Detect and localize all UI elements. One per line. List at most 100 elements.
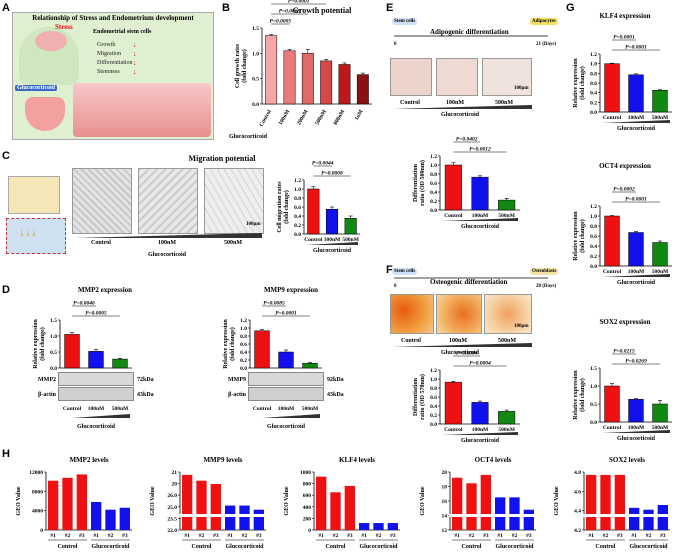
h3-category-label: #1 <box>497 533 503 539</box>
dmmp2-pvalue: P=0.0005 <box>85 311 107 317</box>
f-category-label: 100nM <box>472 427 489 433</box>
dmmp9-band-label: MMP9 <box>228 377 246 383</box>
h3-group-control: Control <box>462 544 482 550</box>
gsox2-category-label: 500nM <box>652 425 669 431</box>
e-ytick-label: 1.0 <box>430 163 437 169</box>
b-ylabel: Cell growth rates <box>235 43 241 88</box>
dmmp9-pvalue: P=0.0085 <box>263 301 285 307</box>
d-category-label: 100nM <box>278 406 295 412</box>
c-ytick-label: 0.2 <box>294 223 301 229</box>
h4-bar <box>614 474 625 530</box>
gsox2-ytick-label: 1.0 <box>590 384 597 390</box>
dmmp2-ylabel: (fold change) <box>39 327 46 361</box>
goct4-ytick-label: 0.4 <box>590 244 597 250</box>
f-micro-label: 100nM <box>449 338 467 344</box>
e-ytick-label: 0.4 <box>430 190 437 196</box>
dmmp9-actin-label: β-actin <box>228 392 246 398</box>
item-differentiation: Differentiation <box>97 60 133 66</box>
b-category-label: 100nM <box>278 108 292 126</box>
h1-bar <box>210 484 221 530</box>
gklf4-pvalue: P=0.0001 <box>613 35 635 41</box>
head-silhouette <box>19 27 79 85</box>
gsox2-category-label: Control <box>603 425 622 431</box>
h3-ytick-label: 12 <box>442 528 448 534</box>
panel-label-d: D <box>2 284 10 296</box>
goct4-gradient-wedge <box>602 274 670 277</box>
gklf4-bar <box>604 63 620 113</box>
c-ytick-label: 1.2 <box>294 178 301 184</box>
down-arrows: ↓ ↓ ↓ ↓ <box>133 41 137 77</box>
gsox2-ytick-label: 1.5 <box>590 366 597 372</box>
item-growth: Growth <box>97 42 116 48</box>
h1-ylabel: GEO Value <box>150 486 156 516</box>
h1-axis-break <box>179 514 267 517</box>
dmmp9-actin-size: 43kDa <box>327 392 344 398</box>
transwell-detail: ↓↓↓ <box>6 218 66 254</box>
b-ytick-label: 1.5 <box>252 26 259 32</box>
dmmp9-size-label: 92kDa <box>327 377 344 383</box>
f-pvalue: P=0.0004 <box>469 361 491 367</box>
e-bar <box>498 199 516 211</box>
h4-group-control: Control <box>596 544 616 550</box>
endometrium-tissue <box>73 83 211 137</box>
e-micro-gradient-wedge <box>392 105 532 109</box>
h2-category-label: #2 <box>333 533 339 539</box>
dmmp2-bar <box>112 358 128 369</box>
h3-bar <box>466 483 477 530</box>
f-stem-cells: Stem cells <box>392 268 418 275</box>
dmmp2-ytick-label: 0.0 <box>50 366 57 372</box>
f-day28: 28 (Days) <box>536 284 557 289</box>
panel-a-title: Relationship of Stress and Endometrium d… <box>32 14 194 22</box>
h4-bar <box>629 507 640 530</box>
h2-bar <box>344 485 355 530</box>
gsox2-ytick-label: 0.0 <box>590 420 597 426</box>
f-pvalue: P=0.0004 <box>456 351 478 357</box>
panel-label-e: E <box>386 2 394 14</box>
b-pvalue: P=0.0005 <box>270 19 292 25</box>
gklf4-ytick-label: 1.2 <box>590 52 597 58</box>
h0-ytick-label: 8000 <box>32 489 43 495</box>
c-ylabel: Cell migration rates <box>277 181 283 233</box>
h4-bar <box>643 509 654 530</box>
c-ytick-label: 0.8 <box>294 196 301 202</box>
panel-e-title: Adipogenic differentiation <box>430 28 509 36</box>
h3-category-label: #3 <box>483 533 489 539</box>
e-ytick-label: 1.2 <box>430 154 437 160</box>
gklf4-ytick-label: 1.0 <box>590 62 597 68</box>
b-bar <box>265 35 278 105</box>
gsox2-category-label: 100nM <box>628 425 645 431</box>
h2-category-label: #1 <box>318 533 324 539</box>
dmmp9-ytick-label: 0.2 <box>240 358 247 364</box>
cells-list: Growth Migration Differentiation Stemnes… <box>97 41 133 77</box>
h0-bar <box>62 477 73 530</box>
gklf4-ytick-label: 0.0 <box>590 110 597 116</box>
h0-bar <box>105 509 116 530</box>
h2-ytick-label: 600 <box>303 493 312 499</box>
micrograph-e-control <box>390 58 432 96</box>
gsox2-bar <box>652 403 668 423</box>
c-ytick-label: 0.0 <box>294 232 301 238</box>
h2-ytick-label: 400 <box>303 505 312 511</box>
dmmp2-actin-label: β-actin <box>38 392 56 398</box>
panel-c-title: Migration potential <box>188 154 256 163</box>
e-ytick-label: 0.0 <box>430 208 437 214</box>
goct4-xgroup: Glucocorticoid <box>617 280 656 286</box>
h4-category-label: #2 <box>646 533 652 539</box>
h4-bar <box>600 474 611 530</box>
gsox2-ytick-label: 0.5 <box>590 402 597 408</box>
h2-bar <box>373 523 384 530</box>
h4-ytick-label: 4.2 <box>574 528 581 534</box>
dmmp9-ylabel: Relative expression <box>223 319 229 369</box>
c-pvalue: P=0.0008 <box>321 171 343 177</box>
down-arrow-icon: ↓ <box>133 41 137 49</box>
e-category-label: 500nM <box>498 213 515 219</box>
panel-g-sox2-title: SOX2 expression <box>599 318 651 326</box>
h3-category-label: #3 <box>526 533 532 539</box>
c-gradient-wedge <box>306 242 358 245</box>
d-xgroup: Glucocorticoid <box>267 424 306 430</box>
micrograph-c-100nm <box>138 168 198 234</box>
gklf4-bar <box>652 90 668 113</box>
h4-ytick-label: 4.6 <box>574 489 581 495</box>
e-stem-cells: Stem cells <box>392 18 418 25</box>
